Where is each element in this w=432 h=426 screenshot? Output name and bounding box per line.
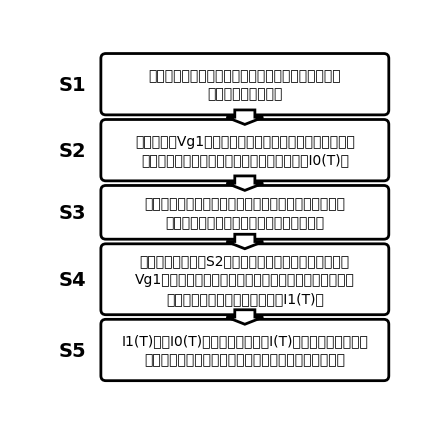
FancyBboxPatch shape (101, 55, 389, 115)
FancyBboxPatch shape (101, 120, 389, 181)
Polygon shape (226, 111, 263, 125)
Polygon shape (226, 176, 263, 191)
Text: 栅极加电压Vg1，控制器件线性升温，测量器件衬底和栅
极之间的电流随温度的变化曲线，即本底电流I0(T)。: 栅极加电压Vg1，控制器件线性升温，测量器件衬底和栅 极之间的电流随温度的变化曲… (135, 134, 355, 167)
Text: 将器件固定在密封腔内，器件的源极和漏极接地，栅
极和衬底连接源表。: 将器件固定在密封腔内，器件的源极和漏极接地，栅 极和衬底连接源表。 (149, 69, 341, 101)
Text: S3: S3 (59, 203, 86, 222)
Text: S2: S2 (59, 141, 86, 160)
FancyBboxPatch shape (101, 186, 389, 240)
FancyBboxPatch shape (101, 244, 389, 315)
Polygon shape (226, 235, 263, 249)
Text: I1(T)减去I0(T)，得到热激发电流I(T)，根据热刺激电流模
型，得到氧化硅中陷阱缺陷态密度随能级的分布曲线。: I1(T)减去I0(T)，得到热激发电流I(T)，根据热刺激电流模 型，得到氧化… (121, 334, 368, 367)
Polygon shape (226, 310, 263, 325)
Text: S5: S5 (59, 341, 86, 360)
FancyBboxPatch shape (101, 320, 389, 381)
Text: 撤去光照，与步骤S2施加相同实验设置，即栅极加电压
Vg1，控制器件线性升温，测量器件衬底和栅极之间的电
流随温度的变化曲线，即总电流I1(T)。: 撤去光照，与步骤S2施加相同实验设置，即栅极加电压 Vg1，控制器件线性升温，测… (135, 254, 355, 305)
Text: S1: S1 (59, 75, 86, 95)
Text: S4: S4 (59, 270, 86, 289)
Text: 利用可见光照射，同时施加一定偏置电压，从硅衬底向
二氧化硅中注入载流子，被陷阱能级俘获。: 利用可见光照射，同时施加一定偏置电压，从硅衬底向 二氧化硅中注入载流子，被陷阱能… (144, 196, 345, 229)
